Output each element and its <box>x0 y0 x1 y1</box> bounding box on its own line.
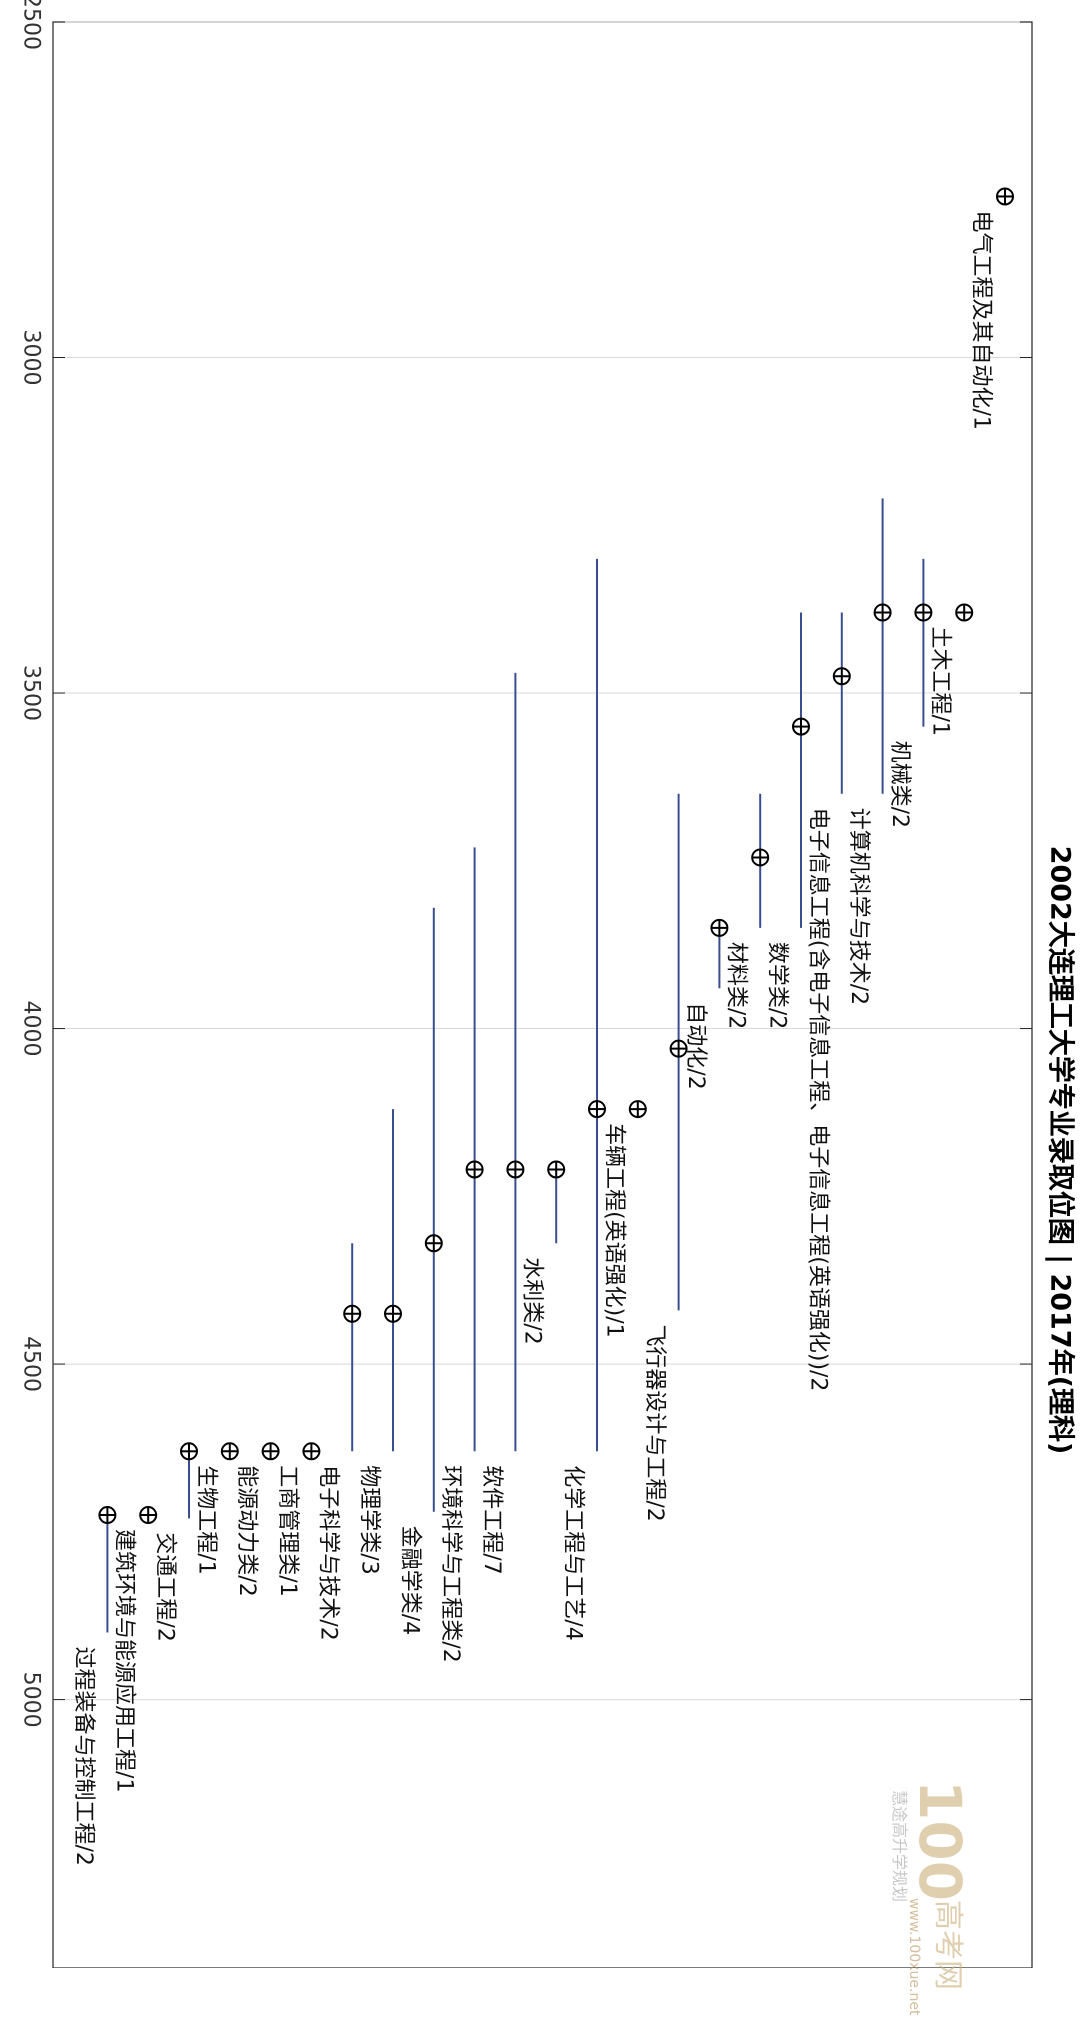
data-label-7: 自动化/2 <box>683 1002 708 1089</box>
data-point-2 <box>914 603 933 622</box>
data-label-14: 金融学类/4 <box>397 1526 422 1635</box>
data-label-8: 飞行器设计与工程/2 <box>642 1324 667 1521</box>
chart-title: 2002大连理工大学专业录取位图 | 2017年(理科) <box>1045 846 1077 1455</box>
data-label-5: 数学类/2 <box>765 942 790 1029</box>
data-point-19 <box>220 1442 239 1461</box>
data-point-18 <box>261 1442 280 1461</box>
data-point-22 <box>98 1506 117 1525</box>
data-label-0: 电气工程及其自动化/1 <box>969 210 994 429</box>
data-point-6 <box>751 848 770 867</box>
data-point-10 <box>588 1100 606 1119</box>
data-point-7 <box>710 918 729 937</box>
y-tick-label-4000: 4000 <box>19 1001 44 1057</box>
data-label-18: 能源动力类/2 <box>234 1465 259 1596</box>
data-point-13 <box>465 1160 484 1179</box>
data-label-13: 环境科学与工程类/2 <box>438 1465 463 1662</box>
tick-layer: 2500 3000 3500 4000 4500 5000 <box>19 0 1032 1728</box>
data-point-16 <box>343 1304 362 1323</box>
data-label-21: 建筑环境与能源应用工程/1 <box>112 1529 137 1792</box>
y-tick-label-3500: 3500 <box>19 665 44 721</box>
label-layer: 电气工程及其自动化/1 土木工程/1 机械类/2 计算机科学与技术/2 电子信息工程(含… <box>71 210 994 1865</box>
data-label-10: 化学工程与工艺/4 <box>561 1465 586 1640</box>
data-label-12: 软件工程/7 <box>479 1465 504 1574</box>
data-label-4: 电子信息工程(含电子信息工程、电子信息工程(英语强化))/2 <box>805 808 830 1392</box>
data-point-1 <box>955 603 974 622</box>
chart-svg: 电气工程及其自动化/1 土木工程/1 机械类/2 计算机科学与技术/2 电子信息工程(含… <box>19 0 1077 1969</box>
watermark-wechat: 慧途高升学规划 <box>890 1790 909 1902</box>
data-point-14 <box>424 1234 443 1253</box>
data-label-11: 水利类/2 <box>520 1257 545 1344</box>
data-label-16: 电子科学与技术/2 <box>316 1465 341 1640</box>
data-point-21 <box>139 1506 158 1525</box>
y-tick-label-5000: 5000 <box>19 1672 44 1728</box>
watermark-url: www.100xue.net <box>906 1898 922 2016</box>
data-label-2: 机械类/2 <box>887 741 912 828</box>
data-point-15 <box>384 1304 402 1323</box>
data-point-17 <box>302 1442 321 1461</box>
data-label-15: 物理学类/3 <box>357 1465 382 1574</box>
data-point-4 <box>832 667 851 686</box>
data-point-20 <box>180 1442 198 1461</box>
data-label-19: 生物工程/1 <box>193 1465 218 1574</box>
marker-layer <box>98 187 1014 1525</box>
data-label-6: 材料类/2 <box>724 942 749 1029</box>
watermark-logo: 100 高考网 www.100xue.net 慧途高升学规划 <box>890 1780 980 2030</box>
data-label-1: 土木工程/1 <box>928 627 953 736</box>
data-point-3 <box>873 603 892 622</box>
data-label-17: 工商管理类/1 <box>275 1465 300 1596</box>
data-point-11 <box>547 1160 566 1179</box>
data-label-9: 车辆工程(英语强化)/1 <box>601 1123 626 1338</box>
data-point-8 <box>669 1039 688 1058</box>
y-tick-label-4500: 4500 <box>19 1336 44 1392</box>
data-point-9 <box>628 1100 647 1119</box>
chart-area: 电气工程及其自动化/1 土木工程/1 机械类/2 计算机科学与技术/2 电子信息工程(含… <box>19 0 1077 2016</box>
data-label-20: 交通工程/2 <box>153 1532 178 1641</box>
plot-frame <box>52 21 1033 1969</box>
grid-layer <box>53 21 1032 1701</box>
y-tick-label-3000: 3000 <box>19 330 44 386</box>
watermark-logo-number: 100 <box>906 1780 974 1901</box>
data-point-5 <box>792 717 810 736</box>
data-point-0 <box>996 187 1014 206</box>
watermark-site: 高考网 <box>930 1900 965 1990</box>
data-label-3: 计算机科学与技术/2 <box>846 808 871 1005</box>
data-label-22: 过程装备与控制工程/2 <box>71 1646 96 1865</box>
data-point-12 <box>506 1160 525 1179</box>
y-tick-label-2500: 2500 <box>19 0 44 50</box>
